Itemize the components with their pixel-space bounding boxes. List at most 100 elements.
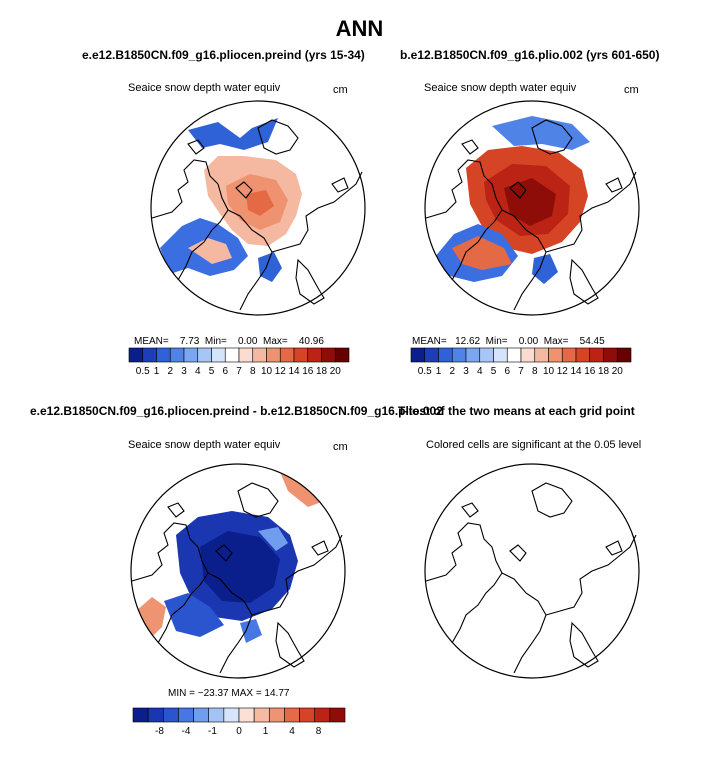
colorbar-box (132, 707, 149, 723)
colorbar-box (438, 347, 453, 363)
coastline (131, 482, 343, 674)
colorbar-box (178, 707, 194, 723)
colorbar-tick-label: 16 (302, 366, 314, 377)
colorbar-tick-label: 18 (316, 366, 328, 377)
colorbar-box (424, 347, 439, 363)
polar-map-ttest (424, 463, 640, 679)
colorbar-tick-label: 4 (195, 366, 201, 377)
colorbar-box (211, 347, 226, 363)
panel-subtitle-preind: Seaice snow depth water equiv (128, 82, 281, 94)
colorbar-box (321, 347, 336, 363)
stats-diff: MIN = −23.37 MAX = 14.77 (168, 688, 290, 699)
sea-ice-region (164, 593, 224, 637)
colorbar-diff: -8 -4 -1 0 1 4 8 (132, 707, 346, 737)
sea-ice-region (532, 254, 558, 284)
sea-ice-region (452, 236, 512, 270)
colorbar-box (493, 347, 508, 363)
colorbar-box (223, 707, 240, 723)
sea-ice-region (240, 619, 262, 643)
colorbar-tick-label: -1 (208, 726, 217, 737)
colorbar-tick-label: 2 (449, 366, 455, 377)
panel-subtitle-diff: Seaice snow depth water equiv (128, 439, 281, 451)
polar-map-diff (130, 463, 346, 679)
panel-subtitle-plio: Seaice snow depth water equiv (424, 82, 577, 94)
colorbar-tick-label: 18 (598, 366, 610, 377)
panel-title-preind: e.e12.B1850CN.f09_g16.pliocen.preind (yr… (82, 48, 365, 62)
panel-title-ttest: T-test of the two means at each grid poi… (398, 404, 635, 418)
colorbar-box (410, 347, 426, 363)
panel-units-diff: cm (333, 441, 348, 453)
sea-ice-region (188, 118, 278, 150)
colorbar-tick-label: 7 (518, 366, 524, 377)
colorbar-box (307, 347, 322, 363)
colorbar-box (479, 347, 494, 363)
colorbar-box (238, 347, 254, 363)
sea-ice-region (200, 531, 280, 603)
colorbar-box (147, 707, 164, 723)
panel-title-diff: e.e12.B1850CN.f09_g16.pliocen.preind - b… (30, 404, 443, 418)
map-boundary (424, 463, 640, 679)
colorbar-tick-label: -8 (155, 726, 164, 737)
coastline (151, 119, 363, 311)
colorbar-box (589, 347, 604, 363)
colorbar-box (561, 347, 577, 363)
colorbar-tick-label: 4 (289, 726, 295, 737)
colorbar-box (183, 347, 199, 363)
colorbar-tick-label: 7 (236, 366, 242, 377)
panel-title-plio: b.e12.B1850CN.f09_g16.plio.002 (yrs 601-… (400, 48, 660, 62)
colorbar-tick-label: 8 (532, 366, 538, 377)
colorbar-box (224, 347, 240, 363)
polar-map-preind (150, 100, 366, 316)
stats-preind: MEAN= 7.73 Min= 0.00 Max= 40.96 (134, 336, 324, 347)
colorbar-tick-label: 4 (477, 366, 483, 377)
map-boundary (130, 463, 346, 679)
figure-title: ANN (335, 16, 384, 41)
panel-units-preind: cm (333, 84, 348, 96)
colorbar-box (506, 347, 522, 363)
colorbar-tick-label: 1 (263, 726, 269, 737)
colorbar-box (208, 707, 225, 723)
colorbar-box (197, 347, 212, 363)
sea-ice-region (492, 116, 590, 150)
sea-ice-region (246, 190, 274, 216)
colorbar-box (128, 347, 144, 363)
colorbar-tick-label: 3 (463, 366, 469, 377)
colorbar-tick-label: 0.5 (136, 366, 150, 377)
colorbar-tick-label: 3 (181, 366, 187, 377)
colorbar-tick-label: 8 (316, 726, 322, 737)
sea-ice-region (258, 527, 288, 551)
map-boundary (150, 100, 366, 316)
colorbar-box (279, 347, 295, 363)
colorbar-tick-label: -4 (182, 726, 191, 737)
colorbar-box (534, 347, 549, 363)
colorbar-tick-label: 10 (543, 366, 555, 377)
polar-map-plio (424, 100, 640, 316)
colorbar-box (548, 347, 563, 363)
colorbar-box (156, 347, 171, 363)
colorbar-box (314, 707, 331, 723)
colorbar-tick-label: 0 (236, 726, 242, 737)
colorbar-tick-label: 20 (612, 366, 624, 377)
colorbar-box (252, 347, 267, 363)
colorbar-box (520, 347, 536, 363)
colorbar-tick-label: 6 (222, 366, 228, 377)
coastline (425, 482, 637, 674)
sea-ice-region (504, 178, 556, 226)
colorbar-box (162, 707, 179, 723)
colorbar-box (465, 347, 481, 363)
colorbar-tick-label: 8 (250, 366, 256, 377)
sea-ice-region (258, 252, 282, 282)
stats-plio: MEAN= 12.62 Min= 0.00 Max= 54.45 (412, 336, 605, 347)
colorbar-tick-label: 6 (504, 366, 510, 377)
colorbar-box (238, 707, 255, 723)
panel-subtitle-ttest: Colored cells are significant at the 0.0… (426, 439, 642, 451)
colorbar-tick-label: 1 (436, 366, 442, 377)
colorbar-box (575, 347, 591, 363)
colorbar-tick-label: 20 (330, 366, 342, 377)
colorbar-box (253, 707, 270, 723)
colorbar-tick-label: 14 (570, 366, 582, 377)
sea-ice-region (136, 597, 166, 641)
colorbar-tick-label: 5 (209, 366, 215, 377)
colorbar-box (616, 347, 632, 363)
sea-ice-region (188, 238, 232, 264)
